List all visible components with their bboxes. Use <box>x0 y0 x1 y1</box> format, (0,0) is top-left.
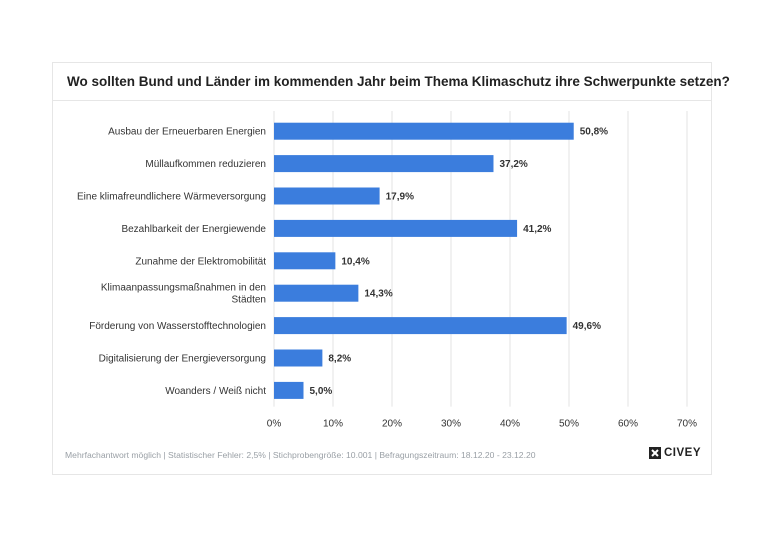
category-label: Förderung von Wasserstofftechnologien <box>89 321 266 332</box>
category-label: Zunahme der Elektromobilität <box>135 256 266 267</box>
value-label: 37,2% <box>499 159 527 170</box>
value-label: 14,3% <box>364 289 392 300</box>
value-label: 10,4% <box>341 256 369 267</box>
chart-card: Wo sollten Bund und Länder im kommenden … <box>52 62 730 475</box>
bar <box>274 349 323 367</box>
value-label: 5,0% <box>310 386 333 397</box>
category-label: Müllaufkommen reduzieren <box>145 159 266 170</box>
bar-chart: 0% 10% 20% 30% 40% 50% 60% 70% Ausbau der Erneue… <box>77 111 697 430</box>
x-tick-label: 10% <box>323 419 343 430</box>
category-label: Digitalisierung der Energieversorgung <box>99 354 266 365</box>
value-label: 41,2% <box>523 224 551 235</box>
bar <box>274 155 494 173</box>
category-label: Woanders / Weiß nicht <box>165 386 266 397</box>
x-tick-label: 50% <box>559 419 579 430</box>
x-tick-label: 60% <box>618 419 638 430</box>
bar <box>274 284 359 302</box>
x-tick-label: 40% <box>500 419 520 430</box>
category-label: Ausbau der Erneuerbaren Energien <box>108 127 266 138</box>
x-tick-label: 0% <box>267 419 282 430</box>
brand-name: CIVEY <box>663 447 701 459</box>
x-tick-label: 30% <box>441 419 461 430</box>
x-tick-label: 20% <box>382 419 402 430</box>
x-tick-label: 70% <box>677 419 697 430</box>
bar <box>274 219 518 237</box>
footer-note: Mehrfachantwort möglich | Statistischer … <box>65 450 536 460</box>
category-label: Eine klimafreundlichere Wärmeversorgung <box>77 192 266 203</box>
bar <box>274 187 380 205</box>
value-label: 17,9% <box>386 192 414 203</box>
category-label: Klimaanpassungsmaßnahmen in den Städten <box>101 283 266 306</box>
civey-logo: CIVEY <box>648 447 701 459</box>
title-divider <box>53 100 711 101</box>
value-label: 8,2% <box>328 354 351 365</box>
bar <box>274 252 336 270</box>
civey-logo-icon <box>648 447 661 459</box>
value-label: 50,8% <box>580 127 608 138</box>
category-label: Bezahlbarkeit der Energiewende <box>121 224 266 235</box>
bar <box>274 317 567 335</box>
bar <box>274 122 574 140</box>
value-label: 49,6% <box>573 321 601 332</box>
chart-title: Wo sollten Bund und Länder im kommenden … <box>67 74 730 89</box>
bar <box>274 381 304 399</box>
